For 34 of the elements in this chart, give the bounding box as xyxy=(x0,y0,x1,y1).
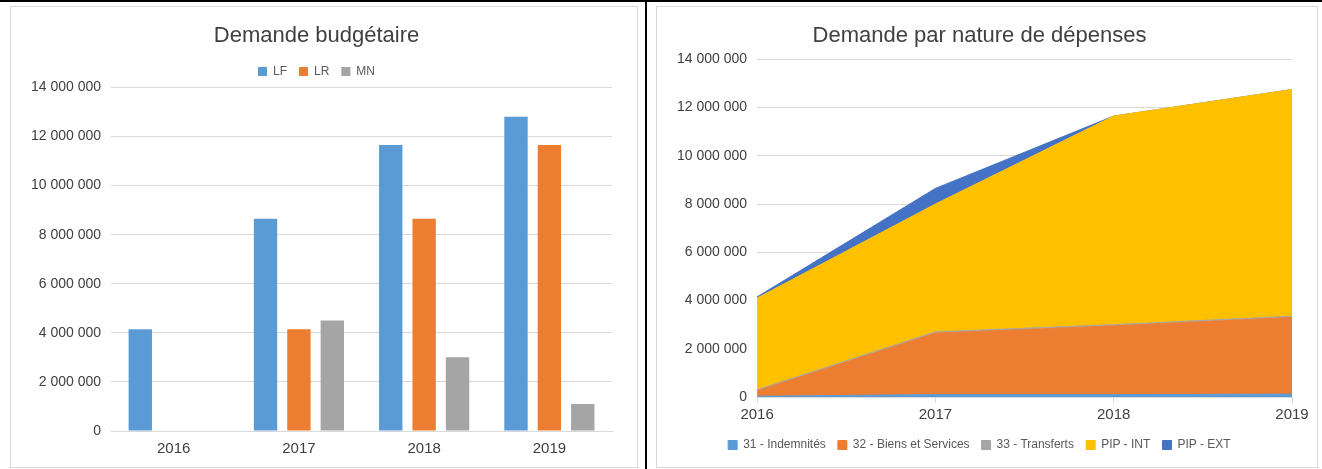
legend-label: PIP - INT xyxy=(1101,437,1151,452)
y-tick-label: 4 000 000 xyxy=(684,291,748,308)
x-tick-label: 2018 xyxy=(1097,405,1131,423)
legend-label: MN xyxy=(356,63,376,78)
x-tick-label: 2018 xyxy=(407,439,441,457)
legend-label: LF xyxy=(273,63,288,78)
y-tick-label: 0 xyxy=(93,421,102,438)
chart-title: Demande par nature de dépenses xyxy=(812,22,1147,48)
y-tick-label: 6 000 000 xyxy=(38,274,102,291)
y-tick-label: 0 xyxy=(739,387,748,404)
x-tick-label: 2016 xyxy=(157,439,191,457)
y-tick-label: 8 000 000 xyxy=(684,194,748,211)
y-tick-label: 6 000 000 xyxy=(684,243,748,260)
y-tick-label: 12 000 000 xyxy=(30,127,102,144)
x-tick-label: 2017 xyxy=(282,439,316,457)
y-tick-label: 10 000 000 xyxy=(30,176,102,193)
legend-label: 32 - Biens et Services xyxy=(852,437,970,452)
y-tick-label: 2 000 000 xyxy=(38,372,102,389)
legend-label: 33 - Transferts xyxy=(996,437,1074,452)
x-tick-label: 2017 xyxy=(918,405,953,423)
y-tick-label: 14 000 000 xyxy=(30,78,102,95)
legend-label: PIP - EXT xyxy=(1177,437,1232,452)
y-tick-label: 4 000 000 xyxy=(38,323,102,340)
x-tick-label: 2019 xyxy=(532,439,567,457)
y-tick-label: 8 000 000 xyxy=(38,225,102,242)
legend-label: 31 - Indemnités xyxy=(743,437,826,452)
y-tick-label: 2 000 000 xyxy=(684,339,748,356)
x-tick-label: 2019 xyxy=(1275,405,1309,423)
x-tick-label: 2016 xyxy=(740,405,774,423)
y-tick-label: 14 000 000 xyxy=(676,50,748,67)
y-tick-label: 12 000 000 xyxy=(676,98,748,115)
y-tick-label: 10 000 000 xyxy=(676,146,748,163)
legend-label: LR xyxy=(314,63,330,78)
chart-title: Demande budgétaire xyxy=(213,22,420,48)
